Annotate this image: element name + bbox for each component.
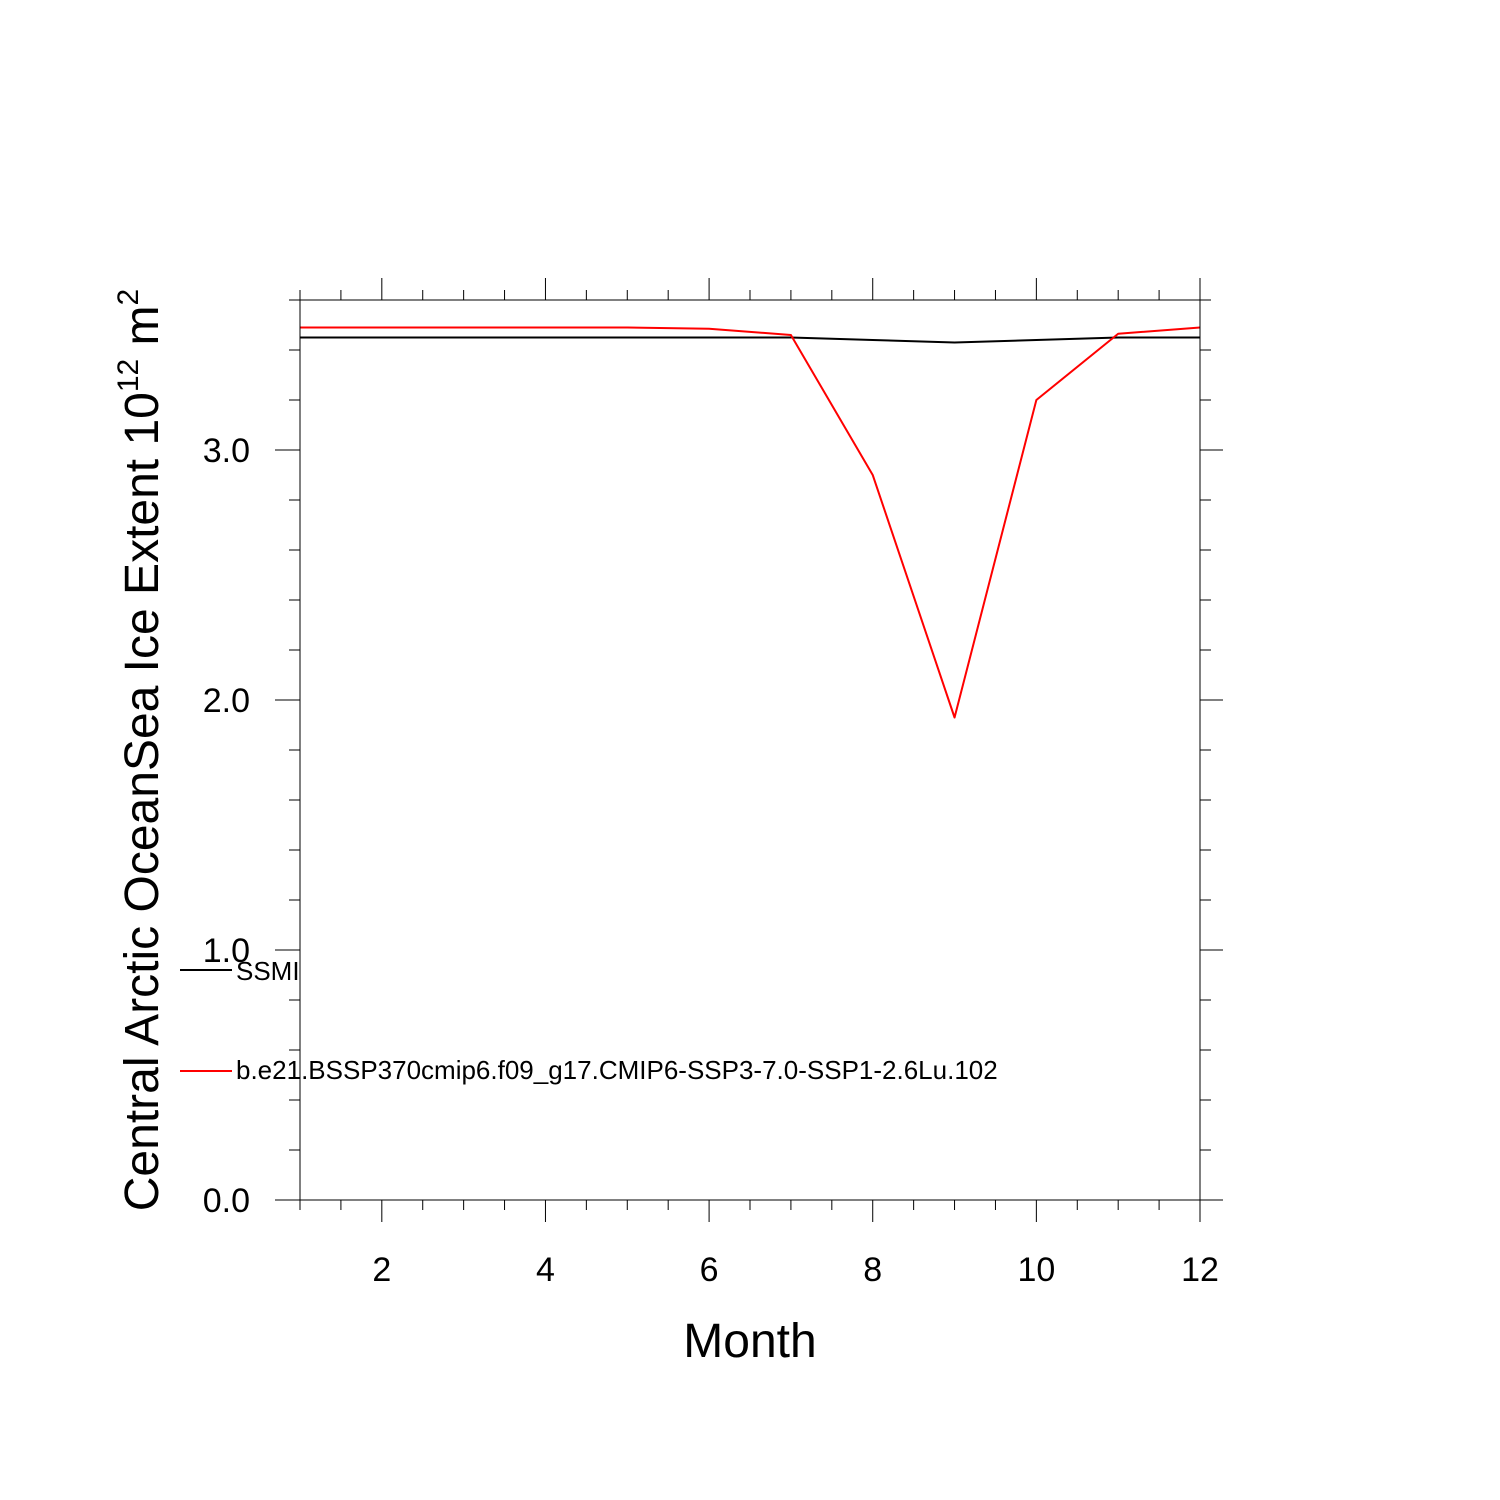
y-axis-label-unit	[116, 345, 169, 358]
y-axis-label-unit-exponent: 2	[112, 289, 145, 306]
y-tick-label: 1.0	[203, 932, 250, 970]
y-axis-label-unit-m: m	[116, 305, 169, 345]
x-tick-label: 8	[863, 1251, 882, 1289]
y-tick-label: 0.0	[203, 1182, 250, 1220]
y-axis-label-main: Central Arctic OceanSea Ice Extent 10	[116, 392, 169, 1211]
y-tick-label: 2.0	[203, 682, 250, 720]
legend-label-ssmi: SSMI	[236, 956, 300, 986]
series-lines	[300, 326, 1201, 719]
x-tick-label: 12	[1181, 1251, 1219, 1289]
axis-ticks	[275, 278, 1223, 1222]
plot-frame	[299, 299, 1201, 1201]
x-tick-label: 4	[536, 1251, 555, 1289]
x-tick-label: 2	[372, 1251, 391, 1289]
x-tick-label: 6	[700, 1251, 719, 1289]
legend: SSMI b.e21.BSSP370cmip6.f09_g17.CMIP6-SS…	[180, 956, 998, 1085]
legend-label-model: b.e21.BSSP370cmip6.f09_g17.CMIP6-SSP3-7.…	[236, 1055, 998, 1085]
series-line-1	[300, 326, 1201, 719]
x-tick-label: 10	[1017, 1251, 1055, 1289]
y-tick-label: 3.0	[203, 432, 250, 470]
tick-labels: 2 4 6 8 10 12 0.0 1.0 2.0 3.0	[203, 432, 1219, 1289]
y-axis-label-exponent: 12	[112, 359, 145, 392]
y-axis-label: Central Arctic OceanSea Ice Extent 1012 …	[112, 289, 169, 1211]
series-line-0	[300, 336, 1200, 344]
x-axis-label: Month	[683, 1315, 816, 1368]
